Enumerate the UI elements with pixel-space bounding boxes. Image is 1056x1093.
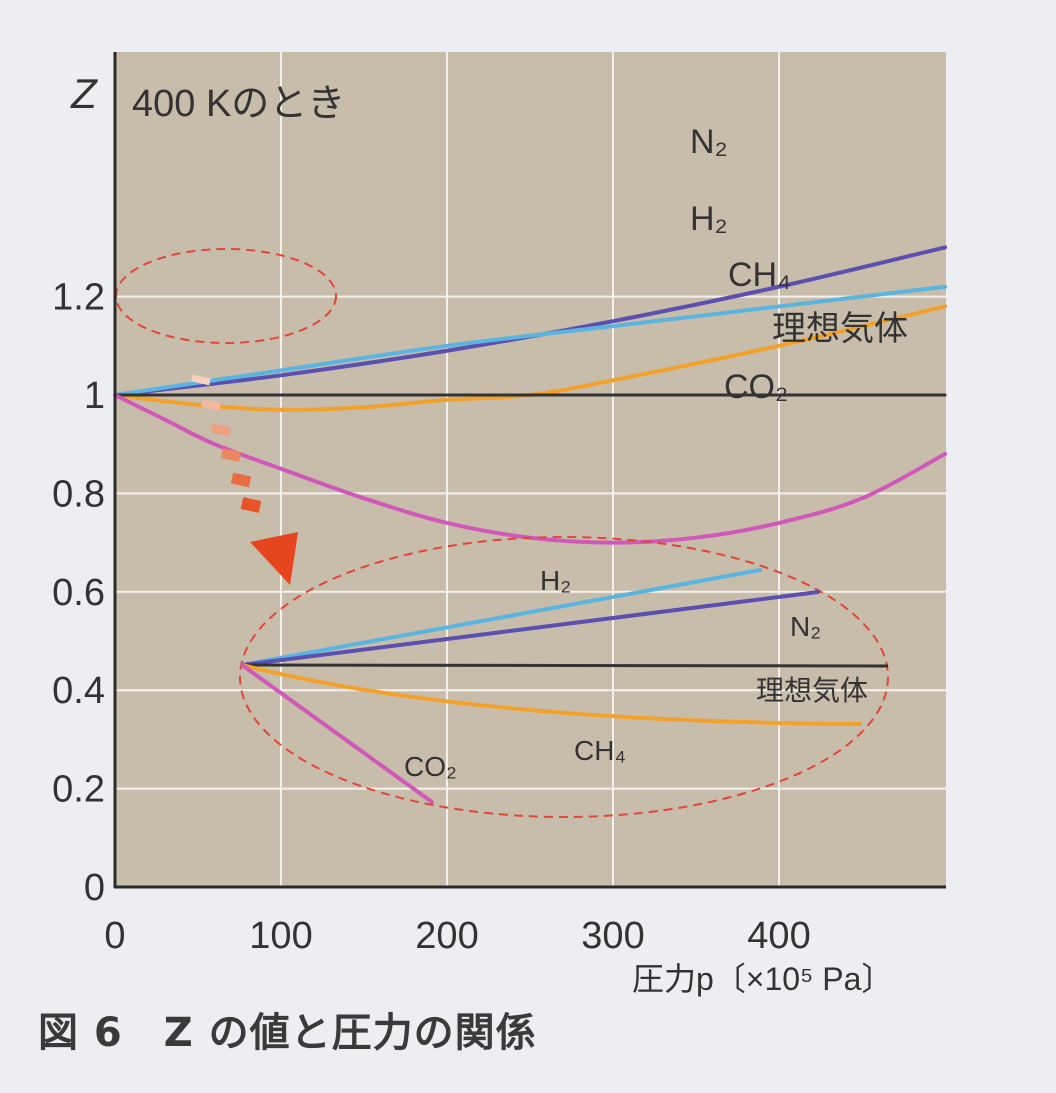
inset-line-CO2 bbox=[240, 663, 434, 804]
inset-label-理想気体: 理想気体 bbox=[756, 675, 868, 706]
x-tick-label: 0 bbox=[104, 915, 125, 957]
x-tick-label: 200 bbox=[415, 915, 478, 957]
zoom-arrow-dash bbox=[240, 497, 262, 513]
inset-ellipse bbox=[239, 536, 889, 818]
series-label-N2: N₂ bbox=[690, 123, 728, 161]
y-tick-label: 0.6 bbox=[52, 572, 105, 614]
axes: 0 0.2 0.4 0.6 0.8 1 1.2 0 100 200 300 400 Z 400 Kのとき圧… bbox=[52, 52, 946, 997]
inset-line-H2 bbox=[240, 568, 762, 667]
chart-title: 400 Kのとき bbox=[132, 83, 345, 125]
inset-zoom: H₂ N₂ 理想気体 CH₄ CO₂ bbox=[239, 536, 889, 818]
plot-background bbox=[115, 52, 946, 887]
series-label-CO2: CO₂ bbox=[724, 368, 788, 406]
x-tick-label: 400 bbox=[747, 915, 810, 957]
x-axis-label: 圧力p〔×10⁵ Pa〕 bbox=[632, 961, 893, 997]
y-tick-label: 0.2 bbox=[52, 769, 105, 811]
zoom-arrow-dash bbox=[230, 472, 252, 488]
series-label-H2: H₂ bbox=[690, 200, 728, 238]
inset-label-N2: N₂ bbox=[790, 611, 821, 642]
y-axis-label: Z bbox=[70, 70, 98, 117]
figure-caption: 図 6 Z の値と圧力の関係 bbox=[38, 1010, 537, 1056]
y-tick-label: 0 bbox=[84, 867, 105, 909]
y-tick-label: 0.8 bbox=[52, 473, 105, 515]
zoom-arrow-dash bbox=[211, 423, 231, 437]
zoom-arrow-head bbox=[250, 532, 298, 585]
y-tick-label: 1.2 bbox=[52, 277, 105, 319]
inset-line-N2 bbox=[240, 590, 820, 667]
zoom-arrow-dash bbox=[220, 448, 242, 462]
series-line-CH4 bbox=[113, 304, 947, 412]
y-tick-label: 0.4 bbox=[52, 670, 105, 712]
series-line-CO2 bbox=[113, 393, 947, 545]
inset-label-CO2: CO₂ bbox=[404, 751, 457, 782]
y-tick-label: 1 bbox=[84, 375, 105, 417]
zoom-arrow-dash bbox=[201, 399, 221, 411]
series-label-CH4: CH₄ bbox=[728, 256, 791, 294]
x-tick-label: 100 bbox=[249, 915, 312, 957]
series-line-H2 bbox=[113, 284, 947, 397]
series-label-理想気体: 理想気体 bbox=[772, 310, 908, 348]
inset-line-CH4 bbox=[240, 663, 862, 726]
inset-label-CH4: CH₄ bbox=[574, 735, 626, 766]
x-tick-label: 300 bbox=[581, 915, 644, 957]
inset-label-H2: H₂ bbox=[540, 565, 571, 596]
zoom-arrow-dash bbox=[191, 374, 211, 386]
inset-line-ideal bbox=[241, 663, 889, 668]
